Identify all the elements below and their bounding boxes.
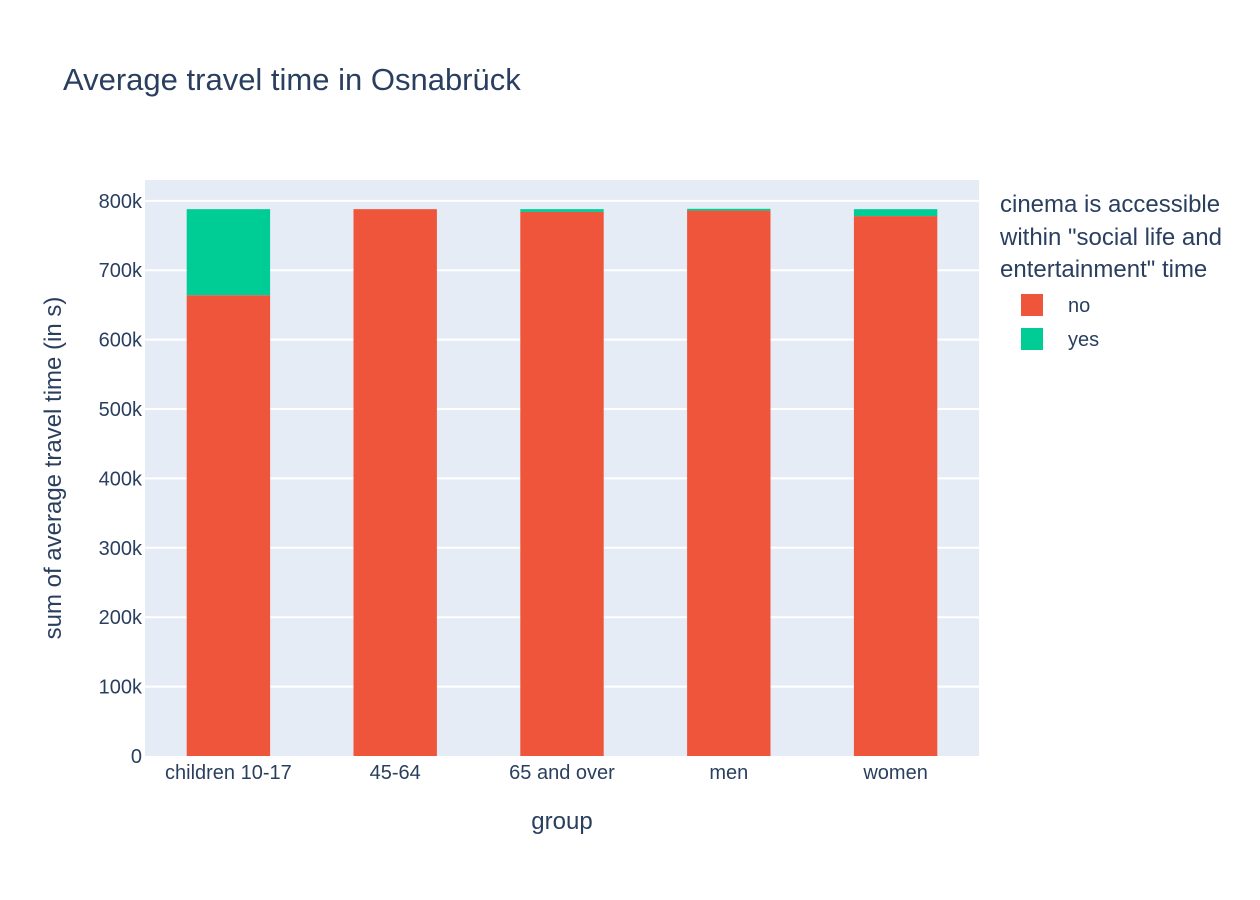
bar-yes-men [687, 208, 771, 211]
plot-area [145, 180, 979, 757]
bar-yes-women [853, 209, 938, 217]
y-tick-label: 200k [99, 607, 143, 629]
y-tick-label: 500k [99, 399, 143, 421]
y-axis-title: sum of average travel time (in s) [40, 297, 67, 640]
y-tick-label: 100k [99, 677, 143, 699]
x-tick-label: children 10-17 [165, 762, 292, 784]
bar-no-65-and-over [520, 211, 604, 756]
bar-yes-children-10-17 [186, 209, 271, 296]
bar-no-45-64 [353, 209, 437, 757]
bar-no-men [687, 210, 771, 757]
legend-label: no [1068, 295, 1090, 317]
y-axis-ticks: 0 100k 200k 300k 400k 500k 600k 700k 800k [99, 191, 143, 768]
y-tick-label: 300k [99, 538, 143, 560]
y-tick-label: 800k [99, 191, 143, 213]
x-tick-label: men [709, 762, 748, 784]
x-axis-title: group [531, 808, 592, 835]
legend-title-line: within "social life and [999, 224, 1222, 251]
y-tick-label: 0 [131, 746, 142, 768]
legend-item-yes[interactable]: yes [1021, 328, 1099, 351]
legend-swatch [1021, 294, 1043, 316]
bar-no-women [853, 216, 938, 757]
y-tick-label: 400k [99, 468, 143, 490]
legend-title-line: cinema is accessible [1000, 191, 1220, 218]
bar-no-children-10-17 [186, 295, 271, 756]
x-tick-label: 65 and over [509, 762, 615, 784]
legend-items: no yes [1021, 294, 1099, 351]
x-axis-ticks: children 10-17 45-64 65 and over men women [165, 762, 928, 784]
x-tick-label: 45-64 [370, 762, 421, 784]
bar-yes-65-and-over [520, 209, 604, 212]
x-tick-label: women [862, 762, 927, 784]
legend-label: yes [1068, 329, 1099, 351]
legend: cinema is accessible within "social life… [999, 191, 1222, 351]
legend-title-line: entertainment" time [1000, 256, 1207, 283]
bars [186, 208, 938, 757]
legend-item-no[interactable]: no [1021, 294, 1090, 317]
y-tick-label: 700k [99, 260, 143, 282]
y-tick-label: 600k [99, 330, 143, 352]
chart-title: Average travel time in Osnabrück [63, 62, 521, 97]
legend-swatch [1021, 328, 1043, 350]
